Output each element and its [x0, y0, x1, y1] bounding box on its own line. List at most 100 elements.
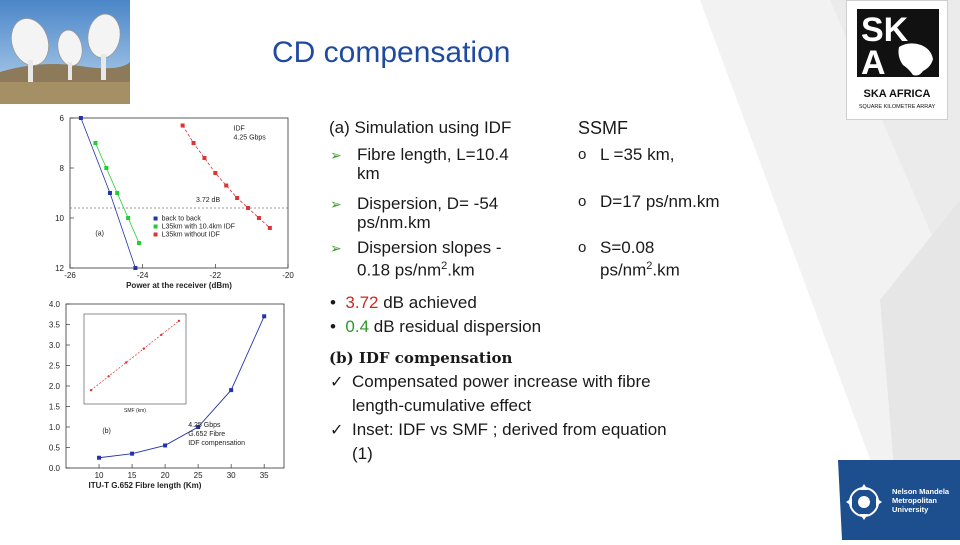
sim-item-2: ➢ Dispersion, D= -54 ps/nm.km	[330, 194, 570, 232]
sim-item-1-line-1: Fibre length, L=10.4	[357, 145, 509, 164]
data-point	[137, 241, 142, 245]
circle-bullet-icon: o	[578, 146, 587, 163]
compensation-annotation: IDF compensation	[188, 440, 245, 447]
telescope-photo	[0, 0, 130, 104]
slide-title: CD compensation	[272, 36, 511, 69]
x-tick-label: 30	[227, 471, 236, 480]
data-point	[267, 226, 272, 230]
data-point	[126, 216, 131, 220]
sim-item-3-unit: .km	[447, 260, 475, 280]
superscript: 2	[646, 260, 653, 272]
sim-item-3-value: 0.18 ps/nm	[357, 260, 442, 280]
sim-item-1-line-2: km	[357, 164, 380, 183]
sim-item-3-line-1: Dispersion slopes -	[357, 238, 502, 257]
circle-bullet-icon: o	[578, 193, 587, 210]
series-line	[182, 125, 271, 229]
result-residual-value: 0.4	[345, 317, 370, 336]
plot-frame	[69, 117, 289, 269]
x-tick-label: -26	[64, 271, 76, 280]
ska-letters-bottom: A	[861, 44, 886, 82]
dot-bullet-icon: •	[330, 317, 336, 336]
panel-label: (b)	[102, 428, 111, 435]
arrow-bullet-icon: ➢	[330, 240, 342, 256]
superscript: 2	[441, 260, 448, 272]
ssmf-item-2: o D=17 ps/nm.km	[578, 192, 720, 211]
sim-item-2-line-2: ps/nm.km	[357, 213, 431, 232]
x-tick-label: 35	[260, 471, 269, 480]
y-tick-label: 1.0	[49, 423, 61, 432]
x-tick-label: 10	[95, 471, 104, 480]
idf-item-2-line-2: (1)	[352, 444, 373, 463]
legend-marker	[153, 232, 158, 237]
y-tick-label: 12	[55, 264, 64, 273]
data-point	[224, 183, 229, 188]
x-tick-label: -22	[210, 271, 222, 280]
nmmu-line-2: Metropolitan	[892, 496, 937, 505]
idf-item-2: ✓ Inset: IDF vs SMF ; derived from equat…	[330, 420, 750, 463]
data-point	[115, 191, 120, 195]
inset-data-point	[89, 388, 93, 392]
data-point	[163, 443, 168, 448]
data-point	[130, 451, 135, 456]
x-tick-label: 25	[194, 471, 203, 480]
panel-label: (a)	[95, 231, 104, 238]
result-gain-text: dB achieved	[378, 293, 477, 312]
data-point	[196, 425, 201, 429]
nmmu-line-1: Nelson Mandela	[892, 487, 950, 496]
data-point	[256, 216, 261, 220]
nmmu-line-3: University	[892, 505, 929, 514]
data-point	[180, 123, 185, 128]
idf-item-1: ✓ Compensated power increase with fibre …	[330, 372, 750, 415]
simulation-section: (a) Simulation using IDF	[329, 118, 569, 137]
ssmf-item-3-unit: .km	[652, 260, 680, 280]
data-point	[104, 166, 109, 170]
idf-annotation: IDF	[234, 126, 245, 133]
y-tick-label: 8	[60, 164, 65, 173]
y-tick-label: 2.5	[49, 362, 61, 371]
legend-label: L35km without IDF	[162, 232, 220, 239]
y-tick-label: 6	[60, 114, 65, 123]
x-axis-label: ITU-T G.652 Fibre length (Km)	[89, 481, 202, 490]
legend-label: back to back	[162, 216, 202, 223]
ssmf-item-1: o L =35 km,	[578, 145, 675, 164]
check-bullet-icon: ✓	[330, 374, 344, 391]
x-tick-label: 15	[128, 471, 137, 480]
inset-data-point	[177, 319, 181, 323]
data-point	[78, 116, 83, 120]
result-residual-text: dB residual dispersion	[369, 317, 542, 336]
legend-marker	[153, 224, 158, 229]
inset-series-line	[90, 320, 180, 391]
y-tick-label: 3.5	[49, 321, 61, 330]
data-point	[133, 266, 138, 270]
rate-annotation: 4.25 Gbps	[234, 135, 267, 142]
inset-frame	[83, 313, 187, 405]
result-gain-value: 3.72	[345, 293, 379, 312]
data-point	[107, 191, 112, 195]
legend-label: L35km with 10.4km IDF	[162, 224, 236, 231]
idf-item-1-line-2: length-cumulative effect	[352, 396, 532, 415]
inset-data-point	[160, 333, 163, 336]
ssmf-item-3: o S=0.08 ps/nm2.km	[578, 238, 680, 280]
simulation-heading: (a) Simulation using IDF	[329, 118, 512, 137]
y-tick-label: 4.0	[49, 300, 61, 309]
idf-heading: (b) IDF compensation	[329, 349, 513, 367]
y-tick-label: 1.5	[49, 403, 61, 412]
series-line	[98, 316, 265, 459]
data-point	[213, 171, 218, 175]
idf-item-2-line-1: Inset: IDF vs SMF ; derived from equatio…	[352, 420, 667, 439]
inset-x-label: SMF (km)	[124, 408, 146, 414]
data-point	[246, 206, 251, 210]
data-point	[93, 141, 98, 145]
data-point	[202, 156, 207, 160]
arrow-bullet-icon: ➢	[330, 196, 342, 212]
ssmf-item-1-text: L =35 km,	[600, 145, 675, 164]
fibre-annotation: G.652 Fibre	[188, 431, 225, 438]
ssmf-item-3-value: ps/nm	[600, 260, 647, 280]
result-item-2: • 0.4 dB residual dispersion	[330, 317, 541, 336]
data-point	[235, 196, 240, 200]
x-tick-label: 20	[161, 471, 170, 480]
y-tick-label: 3.0	[49, 341, 61, 350]
check-bullet-icon: ✓	[330, 422, 344, 439]
ska-africa-logo: SK A SKA AFRICA SQUARE KILOMETRE ARRAY	[846, 0, 948, 120]
sim-item-2-line-1: Dispersion, D= -54	[357, 194, 499, 213]
